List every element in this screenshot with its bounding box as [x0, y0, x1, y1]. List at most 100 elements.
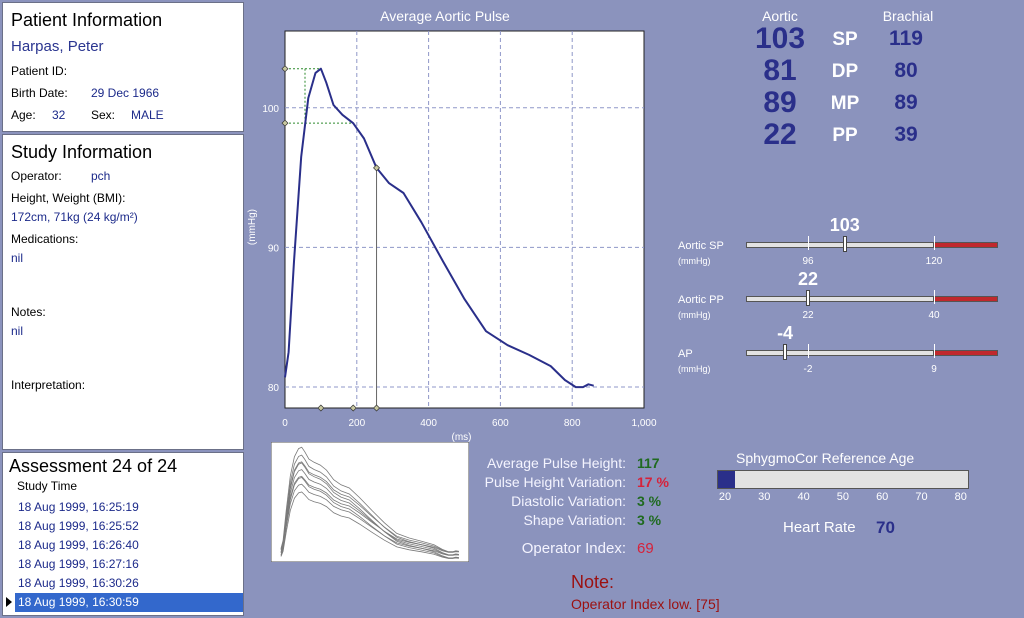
brachial-dp-value: 80: [894, 59, 918, 82]
quality-value: 3 %: [637, 493, 662, 509]
quality-value: 117: [637, 455, 660, 471]
gauge-bar: [746, 242, 934, 248]
quality-value: 3 %: [637, 512, 662, 528]
gauge-name: AP: [678, 348, 693, 360]
gauge-limit-label: 40: [928, 310, 940, 321]
patient-information-title: Patient Information: [11, 10, 163, 30]
gauge-value-marker: [842, 236, 847, 252]
aortic-pulse-chart: 0 200 400 600 800 1,000 80 90 100 (ms) (mmHg): [247, 30, 657, 443]
pulse-overlay-thumbnail: [271, 442, 469, 562]
gauge-alarm-segment: [934, 242, 998, 248]
medications-value: nil: [11, 251, 24, 265]
overlay-pulse-line: [280, 446, 459, 553]
age-value: 32: [52, 108, 66, 122]
gauge-value-label: 103: [829, 215, 860, 235]
patient-id-label: Patient ID:: [11, 64, 68, 78]
peak-x-marker: [317, 404, 325, 412]
y-tick-label: 90: [268, 243, 280, 254]
chart-title: Average Aortic Pulse: [380, 8, 510, 24]
peak-y-marker: [281, 65, 289, 73]
pressure-label-mp: MP: [830, 93, 860, 114]
brachial-sp-value: 119: [889, 27, 923, 50]
operator-value: pch: [91, 169, 111, 183]
aortic-sp-value: 103: [754, 22, 806, 55]
note-title: Note:: [571, 572, 615, 592]
height-weight-value: 172cm, 71kg (24 kg/m²): [11, 210, 138, 224]
gauge-alarm-segment: [934, 350, 998, 356]
gauge-unit: (mmHg): [678, 310, 711, 320]
assessment-item-label: 18 Aug 1999, 16:25:19: [18, 500, 139, 514]
assessment-item[interactable]: 18 Aug 1999, 16:30:26: [15, 574, 243, 593]
x-axis-label: (ms): [452, 432, 472, 443]
y-tick-label: 100: [262, 104, 279, 115]
note-text: Operator Index low. [75]: [571, 596, 720, 612]
height-weight-label: Height, Weight (BMI):: [11, 191, 126, 205]
aortic-dp-value: 81: [763, 54, 797, 87]
aortic-mp-value: 89: [763, 86, 797, 119]
sex-value: MALE: [131, 108, 164, 122]
brachial-header: Brachial: [882, 8, 934, 24]
reference-age-bar: [717, 470, 969, 489]
gauge-value-marker: [783, 344, 788, 360]
gauge-normal-tick: [808, 344, 809, 358]
assessment-item-label: 18 Aug 1999, 16:26:40: [18, 538, 139, 552]
gauge-value-label: 22: [797, 269, 819, 289]
gauge-normal-label: 96: [802, 256, 814, 267]
heart-rate-label: Heart Rate: [783, 519, 856, 536]
reference-age-fill: [718, 471, 735, 488]
x-tick-label: 0: [282, 418, 288, 429]
assessment-item[interactable]: 18 Aug 1999, 16:25:19: [15, 498, 243, 517]
study-information-panel: Study Information Operator: pch Height, …: [2, 134, 244, 450]
gauge-value-marker: [806, 290, 810, 306]
assessment-item-label: 18 Aug 1999, 16:27:16: [18, 557, 139, 571]
reference-age-tick: 70: [915, 491, 928, 503]
study-time-header: Study Time: [17, 479, 78, 493]
overlay-pulse-line: [280, 462, 459, 559]
operator-index-label: Operator Index:: [521, 540, 626, 557]
overlay-pulse-line: [280, 491, 459, 559]
reference-age-title: SphygmoCor Reference Age: [736, 450, 915, 466]
gauge-limit-tick: [934, 344, 935, 358]
assessment-item[interactable]: 18 Aug 1999, 16:25:52: [15, 517, 243, 536]
study-information-title: Study Information: [11, 142, 153, 162]
brachial-mp-value: 89: [894, 91, 918, 114]
x-tick-label: 1,000: [631, 418, 656, 429]
x-tick-label: 600: [492, 418, 509, 429]
x-tick-label: 200: [348, 418, 365, 429]
notes-value: nil: [11, 324, 24, 338]
patient-name: Harpas, Peter: [11, 38, 104, 55]
notes-label: Notes:: [11, 305, 46, 319]
overlay-pulse-line: [280, 475, 459, 553]
reference-age-tick: 30: [758, 491, 771, 503]
medications-label: Medications:: [11, 232, 79, 246]
gauge-name: Aortic PP: [678, 294, 724, 306]
assessment-item[interactable]: 18 Aug 1999, 16:26:40: [15, 536, 243, 555]
gauge-limit-tick: [934, 236, 935, 250]
quality-label: Pulse Height Variation:: [484, 474, 626, 490]
assessment-item[interactable]: 18 Aug 1999, 16:30:59: [15, 593, 243, 612]
gauge-bar: [746, 350, 934, 356]
gauge-unit: (mmHg): [678, 364, 711, 374]
x-tick-label: 400: [420, 418, 437, 429]
sex-label: Sex:: [91, 108, 116, 122]
reference-age-tick: 50: [836, 491, 850, 503]
birth-date-label: Birth Date:: [11, 86, 68, 100]
gauge-normal-tick: [808, 236, 809, 250]
assessment-panel: Assessment 24 of 24 Study Time 18 Aug 19…: [2, 452, 244, 616]
reference-age-tick: 60: [876, 491, 889, 503]
quality-label: Average Pulse Height:: [486, 455, 626, 471]
assessment-item-label: 18 Aug 1999, 16:30:59: [18, 595, 139, 609]
heart-rate-value: 70: [876, 518, 895, 537]
overlay-pulse-line: [280, 469, 459, 556]
operator-label: Operator:: [11, 169, 62, 183]
operator-index-value: 69: [637, 540, 654, 557]
aortic-pulse-line: [284, 67, 594, 389]
shoulder-y-marker: [281, 119, 289, 127]
aortic-pp-value: 22: [763, 118, 797, 151]
overlay-pulse-line: [280, 454, 459, 556]
aortic-header: Aortic: [762, 8, 798, 24]
assessment-item-label: 18 Aug 1999, 16:30:26: [18, 576, 139, 590]
pressure-label-pp: PP: [832, 125, 858, 146]
assessment-item[interactable]: 18 Aug 1999, 16:27:16: [15, 555, 243, 574]
gauge-limit-label: 9: [931, 364, 937, 375]
